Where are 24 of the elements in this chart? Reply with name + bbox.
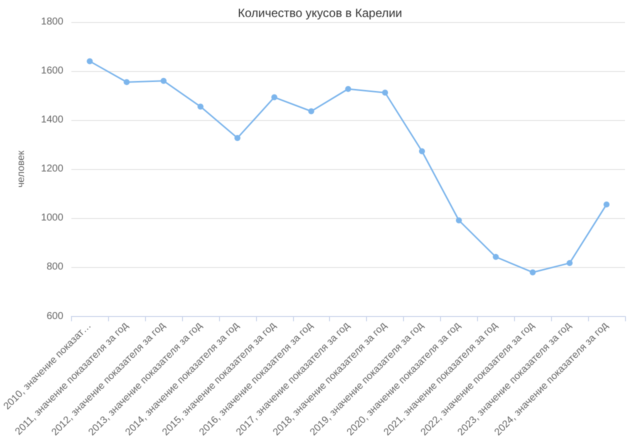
- point: [604, 201, 610, 208]
- y-tick-label: 1000: [41, 212, 64, 224]
- y-tick-label: 1200: [41, 164, 64, 175]
- y-tick-label: 1600: [41, 66, 64, 77]
- point: [124, 79, 130, 86]
- point: [198, 104, 204, 110]
- point: [345, 86, 352, 92]
- y-tick-label: 600: [46, 310, 64, 322]
- y-tick-label: 1800: [41, 16, 64, 28]
- chart-title: Количество укусов в Карелии: [238, 6, 402, 20]
- point: [566, 260, 573, 266]
- point: [492, 254, 499, 260]
- point: [271, 94, 278, 100]
- y-tick-label: 800: [46, 262, 64, 273]
- point: [418, 148, 425, 154]
- point: [308, 108, 314, 114]
- point: [160, 78, 167, 84]
- y-axis-title: человек: [16, 150, 27, 188]
- point: [382, 90, 388, 96]
- point: [530, 269, 536, 276]
- point: [86, 58, 93, 64]
- y-tick-label: 1400: [41, 114, 64, 126]
- point: [456, 217, 462, 224]
- point: [234, 134, 240, 141]
